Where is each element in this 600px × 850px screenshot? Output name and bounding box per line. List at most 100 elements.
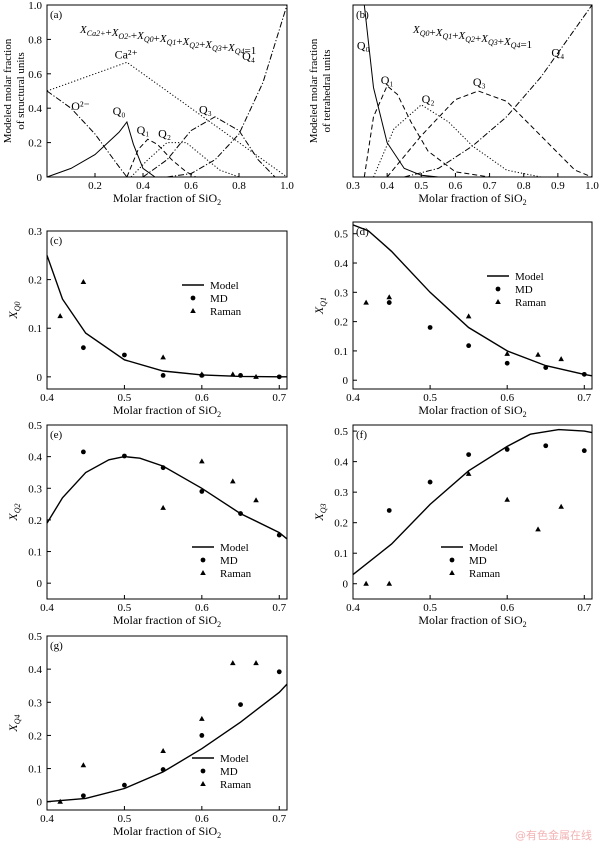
raman-point: [535, 351, 541, 357]
x-tick-label: 0.4: [346, 392, 360, 404]
x-tick-label: 0.4: [346, 602, 360, 614]
y-tick-label: 0.4: [28, 664, 42, 676]
x-tick-label: 0.4: [40, 392, 54, 404]
series-line-Q4: [404, 4, 593, 178]
raman-point: [57, 798, 63, 804]
y-tick-label: 0.2: [28, 275, 42, 287]
x-tick-label: 0.7: [272, 392, 286, 404]
series-line-Q4: [166, 4, 288, 178]
y-tick-label: 0.5: [28, 631, 42, 643]
legend-raman-swatch: [190, 308, 196, 313]
legend-label-raman: Raman: [515, 297, 547, 309]
plot-frame: [352, 4, 593, 178]
x-axis-label: Molar fraction of SiO2: [113, 403, 221, 419]
x-axis-label: Molar fraction of SiO2: [113, 191, 221, 207]
x-tick-label: 0.7: [577, 392, 591, 404]
md-point: [80, 345, 86, 351]
raman-point: [253, 497, 259, 503]
raman-point: [363, 299, 369, 305]
legend-md-swatch: [190, 295, 196, 301]
plot-frame: [352, 221, 593, 390]
x-tick-label: 0.4: [40, 602, 54, 614]
y-axis-label: of structural units: [15, 52, 27, 130]
y-tick-label: 0.8: [28, 34, 42, 46]
raman-point: [160, 748, 166, 754]
curve-label: Ca²⁺: [115, 47, 138, 61]
raman-point: [230, 478, 236, 484]
x-axis-label: Molar fraction of SiO2: [113, 824, 221, 840]
raman-point: [465, 313, 472, 319]
y-tick-label: 0.3: [28, 697, 42, 709]
y-axis-label: XQ2: [6, 503, 22, 521]
x-tick-label: 1.0: [585, 180, 599, 192]
x-tick-label: 0.4: [136, 180, 150, 192]
y-tick-label: 0: [343, 579, 349, 591]
legend-label-raman: Raman: [469, 568, 501, 580]
md-point: [122, 453, 127, 459]
series-line-Q3: [142, 116, 276, 178]
legend-label-raman: Raman: [220, 779, 252, 791]
md-point: [122, 782, 127, 788]
x-tick-label: 0.6: [195, 813, 209, 825]
md-point: [581, 371, 587, 377]
raman-point: [465, 470, 472, 476]
raman-point: [160, 504, 166, 510]
panel-label: (d): [356, 226, 369, 238]
raman-point: [363, 580, 369, 586]
raman-point: [535, 526, 541, 532]
y-tick-label: 0.1: [28, 323, 42, 335]
y-tick-label: 1.0: [28, 0, 42, 12]
x-tick-label: 0.4: [380, 180, 394, 192]
y-axis-label: XQ0: [6, 301, 22, 319]
md-point: [160, 465, 166, 471]
y-tick-label: 0.3: [334, 287, 348, 299]
x-tick-label: 0.5: [423, 602, 437, 614]
model-line: [352, 224, 593, 377]
raman-point: [57, 313, 63, 319]
y-axis-label: Modeled molar fraction: [308, 38, 320, 143]
md-point: [581, 448, 587, 454]
y-tick-label: 0.1: [334, 346, 348, 358]
chart-panel-b: 0.3 0.4 0.5 0.6 0.7 0.8 0.9 1.0 (b) Molar fractio…: [308, 4, 599, 207]
md-point: [199, 733, 205, 738]
md-point: [504, 360, 510, 366]
legend-raman-swatch: [200, 781, 206, 786]
y-tick-label: 0.2: [334, 317, 348, 329]
legend-md-swatch: [495, 286, 501, 292]
y-tick-label: 0.3: [28, 483, 42, 495]
md-point: [427, 325, 433, 330]
md-point: [238, 511, 243, 516]
y-axis-label: XQ1: [312, 297, 328, 315]
legend-label-model: Model: [220, 542, 249, 554]
raman-point: [199, 715, 205, 721]
curve-label: Q₃: [473, 75, 486, 89]
curve-label: Q₂: [422, 92, 435, 106]
x-tick-label: 0.9: [551, 180, 565, 192]
md-point: [543, 443, 549, 449]
panel-label: (a): [50, 9, 63, 21]
curve-label: Q₄: [242, 49, 255, 63]
md-point: [199, 489, 205, 494]
md-point: [386, 300, 392, 305]
panel-label: (c): [50, 235, 63, 247]
md-point: [276, 532, 282, 538]
y-tick-label: 0: [37, 578, 43, 590]
x-tick-label: 0.6: [500, 602, 514, 614]
legend-label-md: MD: [210, 293, 228, 305]
x-tick-label: 0.5: [118, 602, 132, 614]
y-tick-label: 0.1: [28, 547, 42, 559]
panel-equation: XQ0+XQ1+XQ2+XQ3+XQ4=1: [412, 24, 532, 51]
curve-label: Q₂: [158, 126, 171, 140]
panel-label: (f): [356, 429, 367, 441]
raman-point: [504, 496, 510, 502]
y-tick-label: 0.6: [28, 69, 42, 81]
x-tick-label: 0.7: [272, 602, 286, 614]
chart-panel-g: 0.4 0.5 0.6 0.7 0 0.1 0.2 0.3 0.4 0.5 (g) Molar fra…: [6, 631, 288, 840]
y-axis-label: of tetrahedral units: [321, 49, 333, 132]
x-tick-label: 1.0: [280, 180, 294, 192]
curve-label: Q₁: [381, 73, 394, 87]
raman-point: [230, 371, 236, 377]
panel-label: (b): [356, 9, 369, 21]
md-point: [238, 702, 243, 708]
